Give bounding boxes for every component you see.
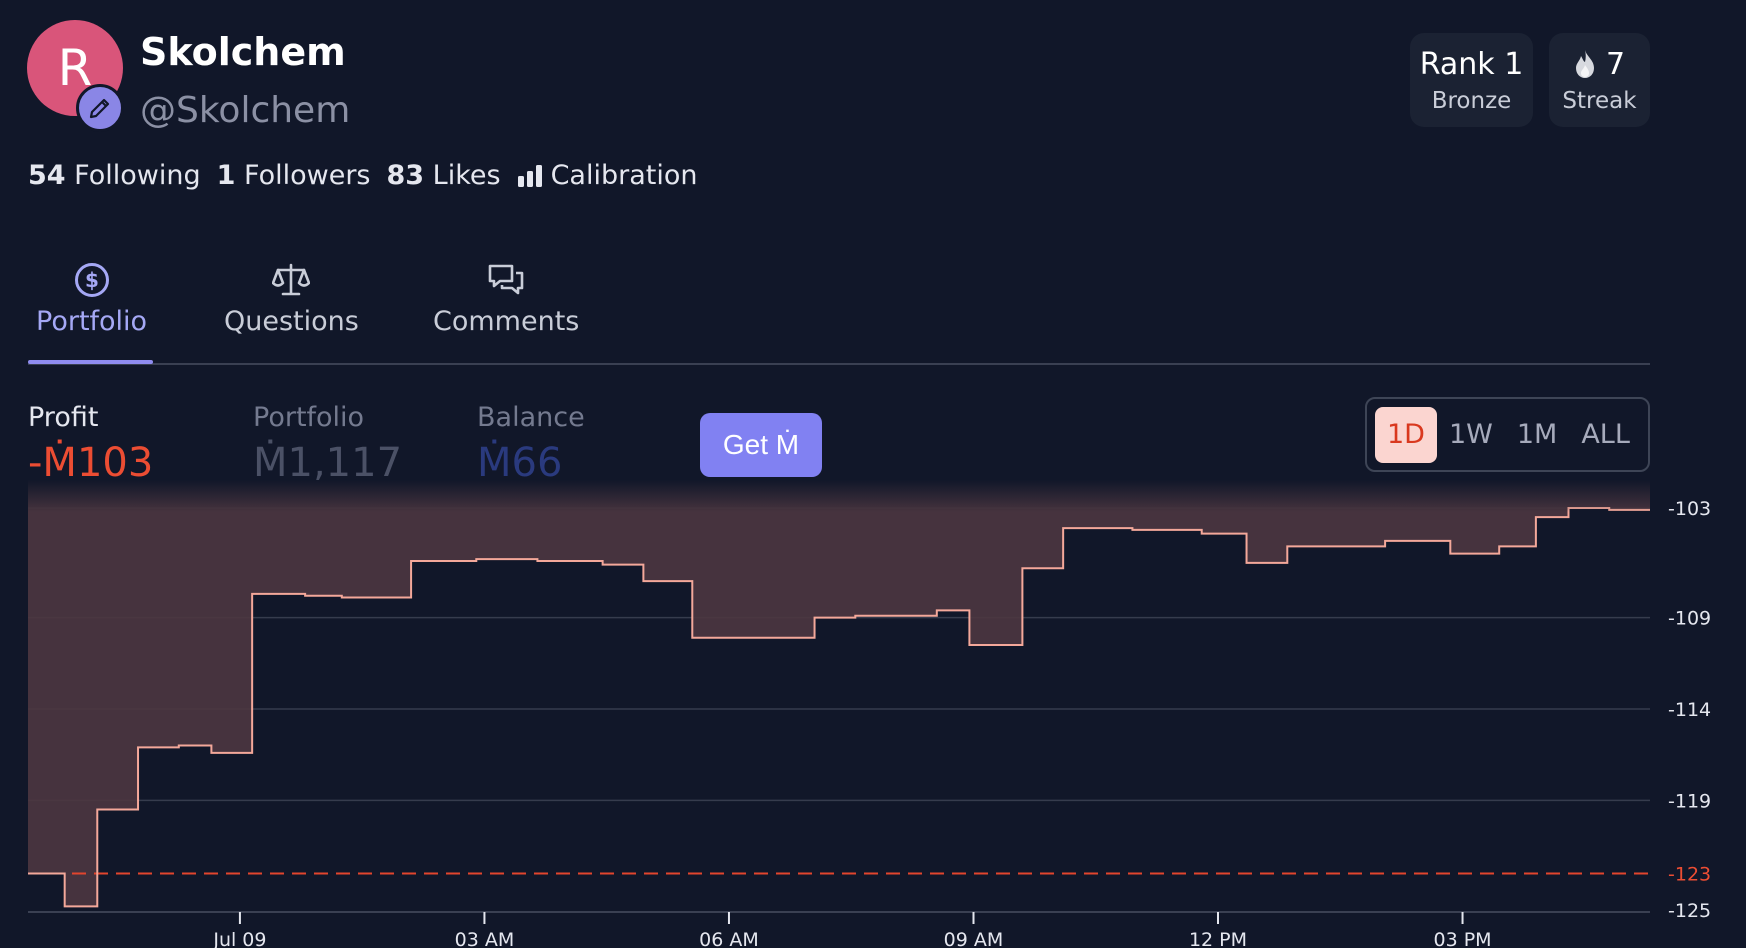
rank-tier: Bronze (1431, 87, 1512, 114)
following-label: Following (74, 160, 201, 191)
rank-badge[interactable]: Rank 1 Bronze (1410, 33, 1533, 127)
edit-profile-button[interactable] (76, 84, 124, 132)
x-tick-label: 03 AM (455, 929, 515, 948)
balance-value[interactable]: Ṁ66 (477, 440, 563, 486)
range-all[interactable]: ALL (1581, 419, 1630, 450)
range-1w[interactable]: 1W (1448, 419, 1493, 450)
get-mana-button[interactable]: Get Ṁ (700, 413, 822, 477)
profile-stats: 54 Following 1 Followers 83 Likes Calibr… (28, 160, 697, 191)
chart-top-fade (0, 480, 1746, 512)
followers-count: 1 (216, 160, 236, 191)
calibration-label: Calibration (550, 160, 698, 191)
tab-questions[interactable]: Questions (224, 262, 359, 337)
profit-chart: Jul 09 03 AM 06 AM 09 AM 12 PM 03 PM -103 -109… (0, 480, 1746, 948)
x-tick-label: 12 PM (1189, 929, 1247, 948)
streak-count: 7 (1605, 46, 1626, 82)
range-1m[interactable]: 1M (1516, 419, 1558, 450)
tab-comments[interactable]: Comments (433, 262, 579, 337)
balance-label[interactable]: Balance (477, 402, 585, 433)
y-tick-label: -114 (1668, 699, 1711, 721)
profit-area (28, 480, 1650, 907)
likes-link[interactable]: 83 Likes (387, 160, 501, 191)
y-tick-label: -119 (1668, 790, 1711, 812)
profile-handle: @Skolchem (140, 90, 351, 131)
x-tick-label: 03 PM (1433, 929, 1491, 948)
profit-line (28, 507, 1650, 908)
x-tick-label: Jul 09 (212, 929, 266, 948)
x-axis: Jul 09 03 AM 06 AM 09 AM 12 PM 03 PM (212, 912, 1492, 948)
tab-comments-label: Comments (433, 306, 580, 337)
calibration-link[interactable]: Calibration (517, 160, 698, 191)
following-count: 54 (28, 160, 66, 191)
y-tick-label: -109 (1668, 608, 1711, 630)
y-axis: -103 -109 -114 -119 -125 -123 (1668, 498, 1711, 922)
profile-name: Skolchem (140, 30, 346, 74)
following-link[interactable]: 54 Following (28, 160, 201, 191)
x-tick-label: 09 AM (944, 929, 1004, 948)
range-1d[interactable]: 1D (1375, 406, 1437, 463)
y-tick-label: -103 (1668, 498, 1711, 520)
dollar-circle-icon: $ (74, 263, 109, 297)
profit-label: Profit (28, 402, 99, 433)
y-tick-label: -125 (1668, 900, 1711, 922)
active-tab-indicator (28, 360, 153, 364)
streak-row: 7 (1574, 47, 1625, 82)
followers-label: Followers (244, 160, 371, 191)
time-range-selector: 1D 1W 1M ALL (1365, 397, 1650, 472)
tab-portfolio-label: Portfolio (36, 306, 148, 337)
avatar[interactable]: R (27, 20, 123, 116)
flame-icon (1575, 50, 1594, 78)
svg-text:$: $ (85, 268, 99, 292)
chat-bubbles-icon (488, 264, 524, 295)
likes-label: Likes (432, 160, 501, 191)
reference-line-label: -123 (1668, 863, 1711, 885)
tabs-divider (28, 363, 1650, 365)
likes-count: 83 (386, 160, 425, 191)
tab-questions-label: Questions (224, 306, 359, 337)
bar-chart-icon (517, 164, 542, 187)
scale-icon (272, 263, 311, 296)
tab-portfolio[interactable]: $ Portfolio (36, 262, 147, 337)
streak-label: Streak (1562, 87, 1637, 114)
followers-link[interactable]: 1 Followers (217, 160, 371, 191)
rank-title: Rank 1 (1419, 46, 1524, 82)
streak-badge[interactable]: 7 Streak (1549, 33, 1650, 127)
x-tick-label: 06 AM (699, 929, 759, 948)
profit-value: -Ṁ103 (28, 440, 154, 486)
portfolio-label[interactable]: Portfolio (253, 402, 365, 433)
portfolio-value[interactable]: Ṁ1,117 (253, 440, 403, 486)
pencil-icon (89, 98, 110, 119)
